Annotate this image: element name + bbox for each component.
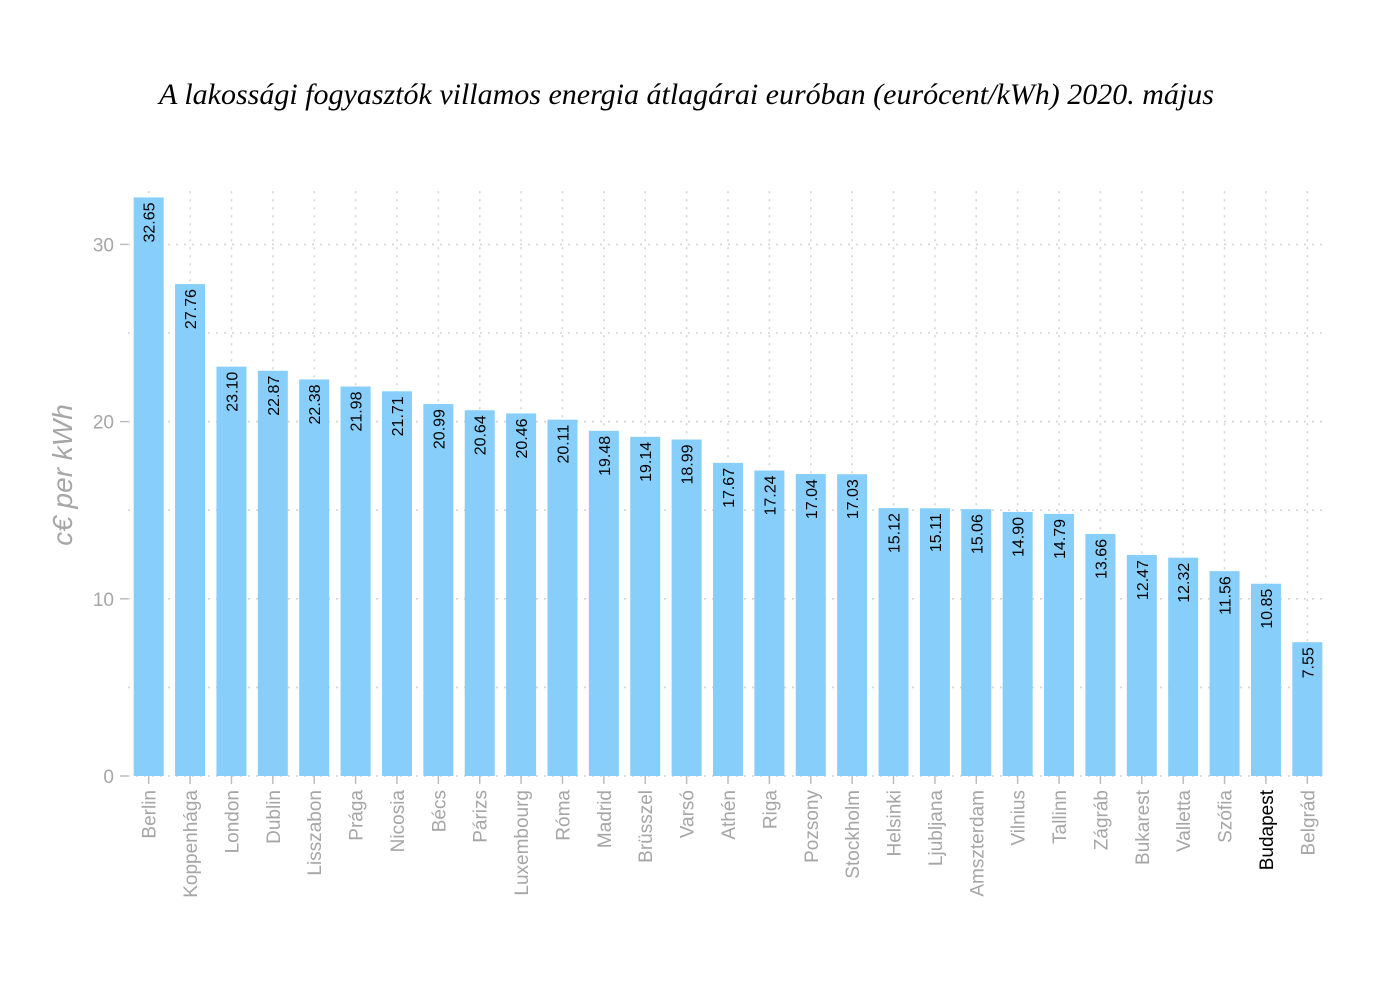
x-tick-label: Bécs bbox=[429, 790, 450, 832]
x-tick-label: Pozsony bbox=[802, 790, 823, 863]
bar-value-label: 15.06 bbox=[969, 514, 986, 554]
bar-value-label: 10.85 bbox=[1259, 589, 1276, 629]
x-tick-label: Bukarest bbox=[1133, 789, 1154, 865]
bar bbox=[1126, 555, 1157, 776]
bar-value-label: 19.14 bbox=[638, 442, 655, 482]
bar bbox=[878, 508, 909, 776]
y-tick-label: 30 bbox=[93, 235, 114, 256]
x-tick-label: Riga bbox=[760, 790, 781, 830]
bar-value-label: 17.24 bbox=[762, 475, 779, 515]
x-tick-label: Madrid bbox=[595, 790, 616, 848]
bar bbox=[1250, 583, 1281, 776]
bar-value-label: 20.64 bbox=[473, 415, 490, 455]
bar-value-label: 20.99 bbox=[431, 409, 448, 449]
x-tick-label: Berlin bbox=[140, 790, 161, 839]
bar bbox=[671, 439, 702, 776]
bar bbox=[464, 410, 495, 776]
y-axis: 0 10 20 30 bbox=[93, 235, 128, 788]
bar bbox=[1292, 642, 1323, 776]
bar bbox=[961, 509, 992, 776]
x-tick-label: Nicosia bbox=[388, 790, 409, 853]
bar bbox=[299, 379, 330, 776]
x-tick-label: Helsinki bbox=[885, 790, 906, 857]
bar bbox=[133, 197, 164, 776]
x-tick-label: Lisszabon bbox=[305, 790, 326, 876]
x-tick-label: Vilnius bbox=[1009, 790, 1030, 846]
x-tick-label: Belgrád bbox=[1298, 790, 1319, 856]
bar bbox=[340, 386, 371, 776]
bar-value-label: 22.87 bbox=[266, 376, 283, 416]
chart-title: A lakossági fogyasztók villamos energia … bbox=[159, 78, 1214, 111]
x-tick-label: Ljubljana bbox=[926, 790, 947, 866]
x-tick-label: Zágráb bbox=[1091, 790, 1112, 850]
bar-value-label: 14.79 bbox=[1052, 519, 1069, 559]
y-axis-label: c€ per kWh bbox=[47, 404, 78, 546]
bar bbox=[381, 391, 412, 776]
x-tick-label: Párizs bbox=[471, 790, 492, 843]
x-tick-label: Prága bbox=[347, 790, 368, 841]
x-tick-label: Budapest bbox=[1257, 789, 1278, 870]
bar bbox=[506, 413, 537, 776]
bar-value-label: 15.12 bbox=[887, 513, 904, 553]
bar bbox=[175, 284, 206, 776]
bar-value-label: 17.03 bbox=[845, 479, 862, 519]
y-tick-label: 0 bbox=[103, 767, 114, 788]
x-tick-label: Stockholm bbox=[843, 790, 864, 879]
bar bbox=[1085, 533, 1116, 776]
bar bbox=[754, 470, 785, 776]
bar bbox=[919, 508, 950, 776]
x-tick-label: Koppenhága bbox=[181, 790, 202, 898]
y-tick-label: 10 bbox=[93, 590, 114, 611]
bar bbox=[257, 370, 288, 776]
x-tick-label: Róma bbox=[553, 790, 574, 841]
bar-value-label: 11.56 bbox=[1218, 576, 1235, 615]
bar-value-label: 12.47 bbox=[1135, 560, 1152, 600]
x-tick-label: Athén bbox=[719, 790, 740, 840]
x-tick-label: Varsó bbox=[678, 790, 699, 838]
x-tick-label: Tallinn bbox=[1050, 790, 1071, 844]
bar bbox=[547, 419, 578, 776]
bar-value-label: 14.90 bbox=[1011, 517, 1028, 557]
bar bbox=[713, 462, 743, 776]
bar-value-label: 21.71 bbox=[390, 396, 407, 436]
x-tick-label: Valletta bbox=[1174, 790, 1195, 852]
x-tick-label: Dublin bbox=[264, 790, 285, 844]
bar-value-label: 15.11 bbox=[928, 513, 945, 552]
x-tick-label: Amszterdam bbox=[967, 790, 988, 897]
bar bbox=[795, 474, 826, 776]
x-axis: Berlin Koppenhága London Dublin Lisszabon Prá… bbox=[140, 776, 1319, 898]
x-tick-label: Szófia bbox=[1216, 790, 1237, 843]
bars: 32.65 27.76 23.10 22.87 22.38 21.98 21.71 20.99… bbox=[133, 197, 1323, 776]
bar-value-label: 17.04 bbox=[804, 479, 821, 519]
bar-value-label: 23.10 bbox=[224, 372, 241, 412]
x-tick-label: London bbox=[222, 790, 243, 853]
x-tick-label: Brüsszel bbox=[636, 790, 657, 863]
bar-value-label: 20.46 bbox=[514, 418, 531, 458]
bar-value-label: 12.32 bbox=[1176, 563, 1193, 603]
bar bbox=[837, 474, 868, 776]
bar-value-label: 20.11 bbox=[555, 425, 572, 464]
bar bbox=[1209, 571, 1240, 776]
x-tick-label: Luxembourg bbox=[512, 790, 533, 896]
bar-value-label: 7.55 bbox=[1300, 647, 1317, 678]
bar bbox=[1168, 557, 1199, 776]
bar bbox=[1044, 513, 1075, 776]
bar-value-label: 32.65 bbox=[142, 202, 159, 242]
bar-value-label: 17.67 bbox=[721, 468, 738, 508]
bar-value-label: 13.66 bbox=[1093, 539, 1110, 579]
bar-value-label: 27.76 bbox=[183, 289, 200, 329]
bar bbox=[216, 366, 247, 776]
bar-value-label: 22.38 bbox=[307, 384, 324, 424]
bar-value-label: 21.98 bbox=[349, 391, 366, 431]
bar bbox=[423, 404, 454, 776]
bar-value-label: 18.99 bbox=[680, 444, 697, 484]
bar bbox=[1002, 511, 1033, 776]
bar bbox=[588, 430, 619, 776]
bar bbox=[630, 436, 661, 776]
y-tick-label: 20 bbox=[93, 413, 114, 434]
bar-value-label: 19.48 bbox=[597, 436, 614, 476]
